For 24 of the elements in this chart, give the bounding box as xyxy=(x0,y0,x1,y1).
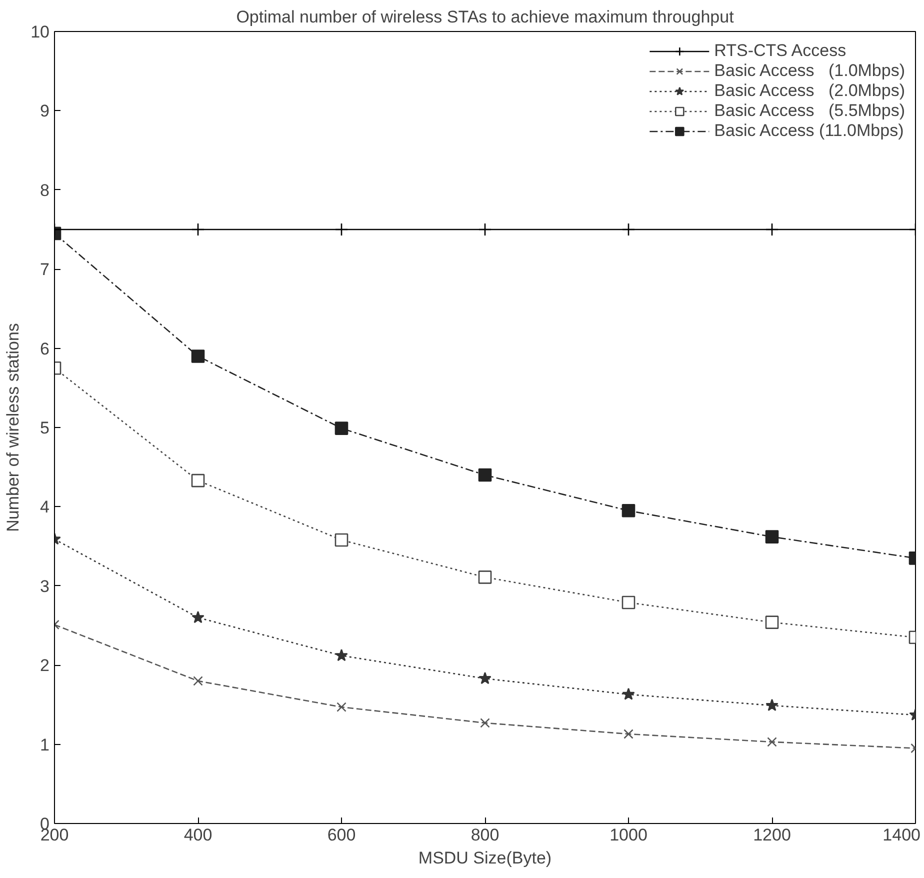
x-axis-title: MSDU Size(Byte) xyxy=(418,848,552,868)
y-tick-label: 4 xyxy=(40,498,50,517)
x-tick-label: 1000 xyxy=(610,826,648,844)
y-tick-label: 9 xyxy=(40,102,50,121)
y-tick-label: 10 xyxy=(30,22,50,42)
legend-label: Basic Access (1.0Mbps) xyxy=(714,61,905,81)
y-axis-title: Number of wireless stations xyxy=(4,323,23,532)
chart-title: Optimal number of wireless STAs to achieve maximum throughput xyxy=(236,8,734,26)
legend-label: RTS-CTS Access xyxy=(714,41,846,61)
y-tick-label: 2 xyxy=(40,656,50,676)
legend-label: Basic Access (5.5Mbps) xyxy=(714,101,905,121)
x-tick-label: 400 xyxy=(184,826,212,844)
y-tick-label: 5 xyxy=(40,418,50,438)
legend-label: Basic Access (11.0Mbps) xyxy=(714,121,904,141)
x-tick-label: 1200 xyxy=(753,826,791,844)
y-tick-label: 3 xyxy=(40,576,50,596)
legend-label: Basic Access (2.0Mbps) xyxy=(714,81,905,101)
x-tick-label: 600 xyxy=(327,826,356,844)
x-tick-label: 1400 xyxy=(882,826,921,844)
y-tick-label: 6 xyxy=(40,339,50,358)
y-tick-label: 1 xyxy=(40,735,50,754)
x-tick-label: 800 xyxy=(470,826,500,844)
y-tick-label: 8 xyxy=(40,180,50,200)
y-tick-label: 7 xyxy=(40,260,50,280)
